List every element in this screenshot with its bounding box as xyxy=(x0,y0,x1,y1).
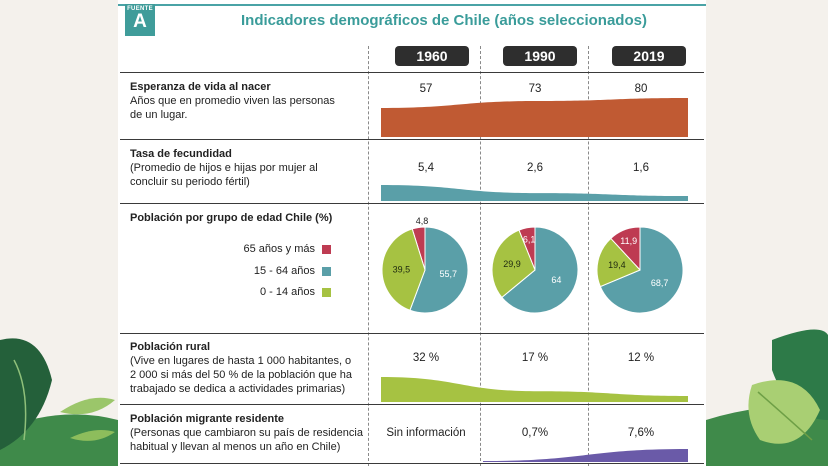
column-divider xyxy=(368,46,369,466)
chart-layer: 4,8 55,7 39,5 6,1 64 29,9 11,9 68,7 19,4 xyxy=(381,98,688,462)
infographic-card: FUENTE A Indicadores demográficos de Chi… xyxy=(118,0,706,466)
pie-label-1960: 4,8 xyxy=(416,216,429,226)
pie-label-1990: 64 xyxy=(551,275,561,285)
row-desc: Años que en promedio viven las personas xyxy=(130,95,335,107)
area-esperanza xyxy=(381,98,688,137)
value-esperanza-1990: 73 xyxy=(528,83,542,95)
year-header-1990: 1990 xyxy=(503,46,577,66)
value-rural-1960: 32 % xyxy=(412,352,440,364)
row-separator xyxy=(120,203,704,204)
year-header-2019: 2019 xyxy=(612,46,686,66)
value-migrante-2019: 7,6% xyxy=(627,427,655,439)
pie-slice-15-64-1990 xyxy=(501,226,579,314)
value-fecundidad-1990: 2,6 xyxy=(527,162,543,174)
value-rural-1990: 17 % xyxy=(521,352,549,364)
pie-label-1990: 6,1 xyxy=(523,235,536,245)
row-separator xyxy=(120,72,704,73)
row-label-migrante: Población migrante residente (Personas q… xyxy=(130,412,363,454)
legend-swatch-15-64 xyxy=(322,267,331,276)
row-desc: (Personas que cambiaron su país de resid… xyxy=(130,427,363,439)
row-title: Esperanza de vida al nacer xyxy=(130,81,271,93)
row-label-fecundidad: Tasa de fecundidad (Promedio de hijos e … xyxy=(130,147,318,189)
pie-label-1990: 29,9 xyxy=(503,259,521,269)
legend-label-15-64: 15 - 64 años xyxy=(253,265,315,277)
pie-slice-15-64-2019 xyxy=(599,226,684,314)
value-esperanza-1960: 57 xyxy=(419,83,433,95)
row-desc: 2 000 si más del 50 % de la población qu… xyxy=(130,369,352,381)
column-divider xyxy=(588,46,589,466)
badge-letter: A xyxy=(133,11,147,32)
row-desc: (Vive en lugares de hasta 1 000 habitant… xyxy=(130,355,352,367)
pie-slice-15-64-1960 xyxy=(409,226,469,314)
badge-label: FUENTE xyxy=(127,6,153,12)
legend-swatch-0-14 xyxy=(322,288,331,297)
row-label-esperanza: Esperanza de vida al nacer Años que en p… xyxy=(130,80,335,122)
card-top-rule xyxy=(118,4,706,6)
pie-label-1960: 55,7 xyxy=(440,269,458,279)
row-desc: de un lugar. xyxy=(130,109,188,121)
area-fecundidad xyxy=(381,185,688,201)
row-separator xyxy=(120,404,704,405)
row-title: Tasa de fecundidad xyxy=(130,148,232,160)
row-desc: trabajado se dedica a actividades primar… xyxy=(130,383,346,395)
row-separator xyxy=(120,333,704,334)
row-title: Población rural xyxy=(130,341,211,353)
value-fecundidad-1960: 5,4 xyxy=(418,162,434,174)
row-title: Población por grupo de edad Chile (%) xyxy=(130,212,333,224)
row-desc: (Promedio de hijos e hijas por mujer al xyxy=(130,162,318,174)
value-rural-2019: 12 % xyxy=(627,352,655,364)
pie-label-1960: 39,5 xyxy=(393,264,411,274)
legend-label-65: 65 años y más xyxy=(243,243,315,255)
row-separator xyxy=(120,463,704,464)
area-rural xyxy=(381,377,688,402)
row-title: Población migrante residente xyxy=(130,413,285,425)
value-esperanza-2019: 80 xyxy=(634,83,648,95)
value-migrante-1990: 0,7% xyxy=(521,427,549,439)
row-label-poblacion: Población por grupo de edad Chile (%) xyxy=(130,211,332,225)
chart-title: Indicadores demográficos de Chile (años … xyxy=(241,12,647,29)
value-migrante-1960: Sin información xyxy=(386,427,466,439)
pie-label-2019: 19,4 xyxy=(608,260,626,270)
pie-label-2019: 11,9 xyxy=(620,236,637,246)
pie-slice-0-14-2019 xyxy=(596,237,641,288)
legend-label-0-14: 0 - 14 años xyxy=(259,286,315,298)
row-label-rural: Población rural (Vive en lugares de hast… xyxy=(130,340,352,396)
value-fecundidad-2019: 1,6 xyxy=(633,162,649,174)
row-desc: concluir su periodo fértil) xyxy=(130,176,250,188)
pie-slice-0-14-1960 xyxy=(381,228,426,311)
source-badge: FUENTE A xyxy=(125,4,155,36)
pie-label-2019: 68,7 xyxy=(651,278,669,288)
legend-swatch-65 xyxy=(322,245,331,254)
row-separator xyxy=(120,139,704,140)
area-migrante xyxy=(483,449,688,462)
pie-slice-0-14-1990 xyxy=(491,229,536,299)
year-header-1960: 1960 xyxy=(395,46,469,66)
column-divider xyxy=(480,46,481,466)
row-desc: habitual y llevan al menos un año en Chi… xyxy=(130,441,341,453)
